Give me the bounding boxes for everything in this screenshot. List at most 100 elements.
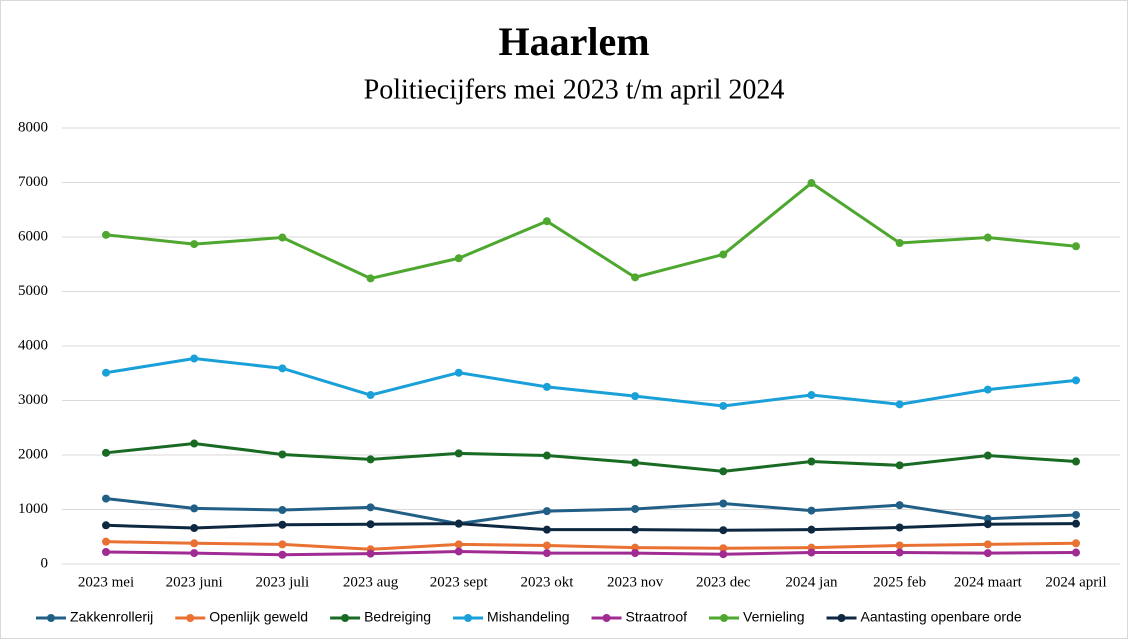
data-point [278, 550, 287, 559]
data-point [1072, 519, 1080, 528]
x-tick-label: 2023 juni [166, 574, 223, 590]
x-tick-label: 2024 april [1045, 574, 1106, 590]
legend-marker [837, 614, 846, 622]
chart-subtitle: Politiecijfers mei 2023 t/m april 2024 [364, 74, 785, 105]
x-tick-label: 2024 maart [954, 574, 1023, 590]
x-tick-label: 2025 feb [873, 574, 926, 590]
legend-label: Zakkenrollerij [70, 609, 153, 625]
data-point [102, 368, 110, 377]
data-point [895, 461, 904, 470]
data-point [454, 254, 463, 263]
data-point [983, 549, 992, 558]
data-point [542, 382, 551, 391]
x-tick-label: 2023 dec [696, 574, 751, 590]
y-tick-label: 5000 [18, 283, 48, 299]
data-point [102, 521, 110, 530]
data-point [366, 455, 375, 464]
data-point [807, 391, 816, 400]
data-point [807, 506, 816, 515]
y-tick-label: 8000 [18, 119, 48, 135]
legend-marker [720, 614, 729, 622]
data-point [895, 541, 904, 550]
data-point [895, 523, 904, 532]
data-point [190, 539, 199, 548]
data-point [719, 526, 728, 535]
data-point [719, 401, 728, 410]
data-point [983, 520, 992, 529]
data-point [895, 548, 904, 557]
data-point [1072, 548, 1080, 557]
data-point [542, 451, 551, 460]
data-point [542, 549, 551, 558]
data-point [719, 250, 728, 259]
data-point [366, 274, 375, 283]
data-point [895, 238, 904, 247]
data-point [542, 525, 551, 534]
legend-label: Bedreiging [364, 609, 431, 625]
y-tick-label: 1000 [18, 501, 48, 517]
legend-marker [186, 614, 195, 622]
data-point [366, 503, 375, 512]
legend-label: Vernieling [743, 609, 805, 625]
data-point [366, 549, 375, 558]
data-point [454, 519, 463, 528]
data-point [190, 524, 199, 533]
data-point [190, 504, 199, 513]
chart-title: Haarlem [498, 19, 649, 64]
data-point [454, 368, 463, 377]
data-point [631, 392, 640, 401]
legend-label: Straatroof [626, 609, 688, 625]
data-point [190, 439, 199, 448]
data-point [1072, 457, 1080, 466]
data-point [278, 540, 287, 549]
y-tick-label: 6000 [18, 228, 48, 244]
data-point [542, 541, 551, 550]
data-point [278, 520, 287, 529]
x-tick-label: 2024 jan [785, 574, 838, 590]
x-tick-label: 2023 mei [78, 574, 134, 590]
legend-marker [464, 614, 473, 622]
data-point [983, 451, 992, 460]
data-point [719, 544, 728, 553]
data-point [542, 507, 551, 516]
data-point [983, 233, 992, 242]
data-point [631, 549, 640, 558]
y-tick-label: 4000 [18, 337, 48, 353]
x-tick-label: 2023 juli [255, 574, 309, 590]
data-point [190, 354, 199, 363]
x-tick-label: 2023 sept [430, 574, 489, 590]
data-point [719, 550, 728, 559]
data-point [631, 458, 640, 467]
data-point [983, 540, 992, 549]
legend-label: Aantasting openbare orde [861, 609, 1022, 625]
data-point [542, 217, 551, 226]
data-point [895, 400, 904, 409]
series-line [105, 442, 1077, 473]
data-point [631, 525, 640, 534]
y-tick-label: 0 [41, 555, 49, 571]
legend-label: Mishandeling [487, 609, 570, 625]
y-tick-label: 3000 [18, 392, 48, 408]
data-point [278, 364, 287, 373]
series-line [105, 357, 1077, 408]
data-point [1072, 539, 1080, 548]
data-point [102, 494, 110, 503]
data-point [807, 457, 816, 466]
data-point [631, 504, 640, 513]
data-point [454, 540, 463, 549]
y-tick-label: 2000 [18, 446, 48, 462]
data-point [454, 449, 463, 458]
data-point [807, 179, 816, 188]
data-point [807, 525, 816, 534]
legend-marker [602, 614, 611, 622]
data-point [278, 233, 287, 242]
data-point [719, 499, 728, 508]
data-point [102, 230, 110, 239]
data-point [190, 549, 199, 558]
x-tick-label: 2023 aug [343, 574, 399, 590]
series-line [105, 522, 1077, 532]
data-point [983, 385, 992, 394]
data-point [366, 520, 375, 529]
